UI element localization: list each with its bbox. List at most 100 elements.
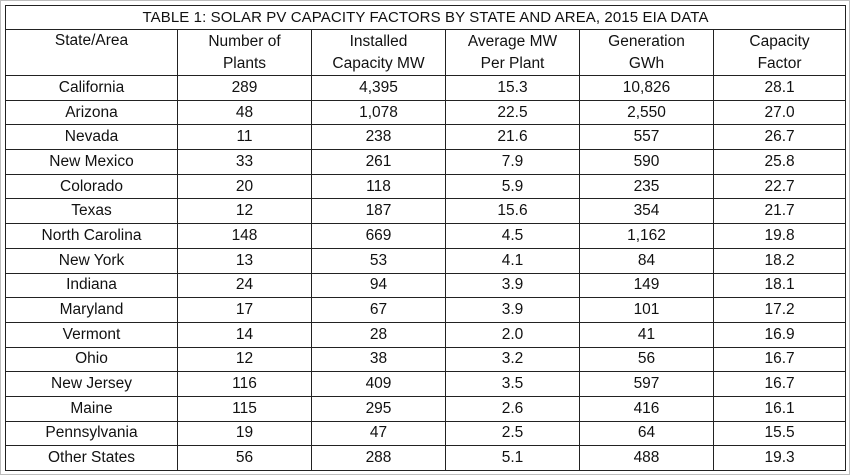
table-row: Arizona 48 1,078 22.5 2,550 27.0 — [5, 99, 847, 126]
cell-generation: 149 — [579, 272, 714, 299]
table-row: Texas 12 187 15.6 354 21.7 — [5, 198, 847, 225]
header-line: GWh — [628, 54, 665, 72]
cell-average: 3.5 — [445, 371, 580, 397]
cell-average: 3.9 — [445, 297, 580, 323]
cell-average: 2.5 — [445, 420, 580, 447]
cell-state: Maryland — [5, 297, 178, 323]
cell-average: 5.1 — [445, 445, 580, 471]
cell-plants: 13 — [177, 247, 312, 274]
header-line: Number of — [208, 32, 281, 50]
cell-factor: 21.7 — [712, 198, 847, 225]
header-line: Generation — [608, 32, 685, 50]
cell-factor: 18.1 — [712, 272, 847, 299]
cell-average: 22.5 — [445, 99, 580, 126]
header-line: State/Area — [54, 32, 129, 49]
cell-factor: 28.1 — [712, 75, 847, 101]
table-row: Nevada 11 238 21.6 557 26.7 — [5, 124, 847, 151]
cell-state: Arizona — [5, 99, 178, 126]
cell-state: Indiana — [5, 272, 178, 299]
cell-factor: 17.2 — [712, 297, 847, 323]
cell-plants: 148 — [177, 223, 312, 249]
cell-generation: 416 — [579, 395, 714, 422]
cell-factor: 18.2 — [712, 247, 847, 274]
cell-state: Other States — [5, 445, 178, 471]
cell-generation: 557 — [579, 124, 714, 151]
cell-plants: 33 — [177, 149, 312, 175]
cell-state: Vermont — [5, 321, 178, 348]
header-generation: Generation GWh — [579, 29, 714, 76]
header-line: Plants — [222, 54, 267, 72]
header-line: Factor — [757, 54, 802, 72]
cell-capacity: 669 — [311, 223, 446, 249]
cell-capacity: 238 — [311, 124, 446, 151]
header-line: Per Plant — [480, 54, 545, 72]
cell-state: Ohio — [5, 346, 178, 373]
header-installed-capacity: Installed Capacity MW — [311, 29, 446, 76]
table-title: TABLE 1: SOLAR PV CAPACITY FACTORS BY ST… — [4, 5, 847, 30]
cell-average: 15.6 — [445, 198, 580, 225]
cell-plants: 56 — [177, 445, 312, 471]
cell-generation: 2,550 — [579, 99, 714, 126]
cell-factor: 26.7 — [712, 124, 847, 151]
cell-factor: 19.3 — [712, 445, 847, 471]
cell-average: 7.9 — [445, 149, 580, 175]
table-row: Other States 56 288 5.1 488 19.3 — [5, 445, 847, 471]
cell-generation: 590 — [579, 149, 714, 175]
table-row: Pennsylvania 19 47 2.5 64 15.5 — [5, 420, 847, 447]
cell-capacity: 38 — [311, 346, 446, 373]
cell-generation: 235 — [579, 173, 714, 200]
cell-generation: 1,162 — [579, 223, 714, 249]
cell-factor: 25.8 — [712, 149, 847, 175]
cell-plants: 24 — [177, 272, 312, 299]
header-line — [7, 52, 177, 74]
cell-plants: 12 — [177, 346, 312, 373]
header-average-mw: Average MW Per Plant — [445, 29, 580, 76]
cell-factor: 15.5 — [712, 420, 847, 447]
cell-average: 3.2 — [445, 346, 580, 373]
header-capacity-factor: Capacity Factor — [712, 29, 847, 76]
header-line: Installed — [349, 32, 408, 50]
cell-factor: 19.8 — [712, 223, 847, 249]
header-line: Capacity — [749, 32, 810, 50]
table-row: North Carolina 148 669 4.5 1,162 19.8 — [5, 223, 847, 249]
solar-capacity-table: TABLE 1: SOLAR PV CAPACITY FACTORS BY ST… — [4, 5, 847, 471]
cell-capacity: 261 — [311, 149, 446, 175]
cell-capacity: 94 — [311, 272, 446, 299]
cell-plants: 12 — [177, 198, 312, 225]
cell-state: Pennsylvania — [5, 420, 178, 447]
cell-generation: 597 — [579, 371, 714, 397]
cell-factor: 16.7 — [712, 371, 847, 397]
cell-generation: 84 — [579, 247, 714, 274]
cell-state: New Jersey — [5, 371, 178, 397]
cell-factor: 22.7 — [712, 173, 847, 200]
cell-state: New York — [5, 247, 178, 274]
cell-plants: 11 — [177, 124, 312, 151]
table-row: Maine 115 295 2.6 416 16.1 — [5, 395, 847, 422]
cell-plants: 19 — [177, 420, 312, 447]
cell-state: Colorado — [5, 173, 178, 200]
cell-plants: 14 — [177, 321, 312, 348]
cell-generation: 101 — [579, 297, 714, 323]
cell-plants: 20 — [177, 173, 312, 200]
cell-plants: 116 — [177, 371, 312, 397]
cell-factor: 27.0 — [712, 99, 847, 126]
table-body: California 289 4,395 15.3 10,826 28.1 Arizona 4… — [5, 75, 847, 471]
header-number-of-plants: Number of Plants — [177, 29, 312, 76]
cell-capacity: 4,395 — [311, 75, 446, 101]
cell-factor: 16.1 — [712, 395, 847, 422]
cell-generation: 354 — [579, 198, 714, 225]
table-row: Maryland 17 67 3.9 101 17.2 — [5, 297, 847, 323]
cell-generation: 488 — [579, 445, 714, 471]
cell-capacity: 295 — [311, 395, 446, 422]
cell-capacity: 47 — [311, 420, 446, 447]
cell-average: 15.3 — [445, 75, 580, 101]
cell-state: Texas — [5, 198, 178, 225]
cell-capacity: 409 — [311, 371, 446, 397]
cell-plants: 48 — [177, 99, 312, 126]
cell-state: Maine — [5, 395, 178, 422]
cell-plants: 17 — [177, 297, 312, 323]
table-row: Ohio 12 38 3.2 56 16.7 — [5, 346, 847, 373]
cell-average: 5.9 — [445, 173, 580, 200]
table-row: Colorado 20 118 5.9 235 22.7 — [5, 173, 847, 200]
cell-capacity: 28 — [311, 321, 446, 348]
